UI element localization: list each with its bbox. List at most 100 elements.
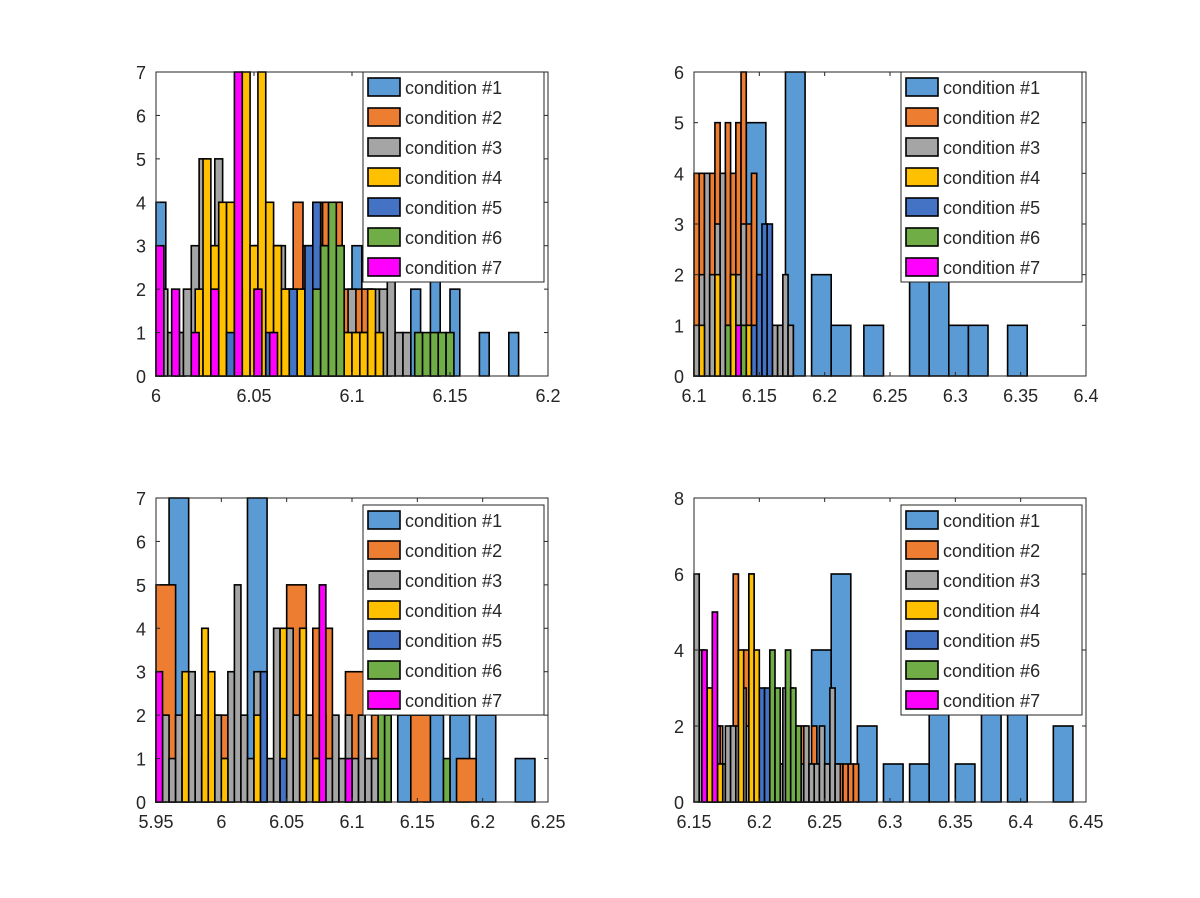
- legend-swatch-condition-4: [367, 600, 401, 620]
- x-tick-label: 6.1: [339, 386, 364, 406]
- y-tick-label: 1: [674, 316, 684, 336]
- y-tick-label: 6: [674, 63, 684, 83]
- legend-swatch-condition-4: [905, 600, 939, 620]
- bar-condition-4: [351, 331, 361, 377]
- bar-condition-6: [442, 757, 451, 803]
- x-tick-label: 6.05: [236, 386, 271, 406]
- legend-swatch-condition-3: [905, 137, 939, 157]
- legend-swatch-condition-6: [905, 660, 939, 680]
- bar-condition-1: [954, 763, 976, 803]
- bar-condition-4: [737, 649, 745, 803]
- y-tick-label: 4: [136, 193, 146, 213]
- legend-swatch-condition-1: [905, 510, 939, 530]
- bar-condition-6: [421, 331, 432, 377]
- bar-condition-3: [285, 627, 295, 803]
- bars: [155, 497, 536, 803]
- x-tick-label: 6.3: [943, 386, 968, 406]
- x-tick-label: 6.15: [742, 386, 777, 406]
- bar-condition-3: [305, 714, 314, 803]
- x-tick-label: 6.2: [747, 812, 772, 832]
- bar-condition-3: [161, 714, 170, 803]
- x-tick-label: 6.2: [812, 386, 837, 406]
- x-tick-label: 6.45: [1068, 812, 1103, 832]
- x-tick-label: 5.95: [138, 812, 173, 832]
- y-tick-label: 8: [674, 489, 684, 509]
- bar-condition-7: [233, 71, 244, 377]
- legend: condition #1 condition #2 condition #3 cond…: [900, 504, 1083, 716]
- panel-bottom-right: 6.15 6.2 6.25 6.3 6.35 6.4 6.45 0 2 4 6 8 condition …: [674, 489, 1104, 832]
- bar-condition-3: [364, 757, 373, 803]
- bar-condition-5: [304, 244, 314, 377]
- legend-label-condition-5: condition #5: [405, 631, 502, 651]
- bar-condition-5: [766, 223, 774, 377]
- bar-condition-1: [863, 324, 885, 377]
- bar-condition-6: [335, 244, 345, 377]
- bar-condition-3: [233, 584, 242, 803]
- bar-condition-6: [429, 331, 440, 377]
- bar-condition-1: [928, 273, 950, 377]
- bar-condition-4: [374, 331, 385, 377]
- bar-condition-7: [711, 611, 719, 803]
- y-tick-label: 6: [136, 532, 146, 552]
- series-condition-5: [750, 223, 774, 377]
- y-tick-label: 5: [136, 576, 146, 596]
- bar-condition-3: [227, 670, 236, 803]
- x-tick-label: 6.15: [400, 812, 435, 832]
- legend-swatch-condition-7: [905, 690, 939, 710]
- bar-condition-4: [217, 201, 228, 377]
- y-tick-label: 3: [136, 663, 146, 683]
- legend: condition #1 condition #2 condition #3 cond…: [362, 504, 545, 716]
- y-tick-label: 2: [136, 280, 146, 300]
- bar-condition-4: [207, 670, 216, 803]
- legend-label-condition-2: condition #2: [405, 108, 502, 128]
- x-tick-label: 6.2: [535, 386, 560, 406]
- legend-swatch-condition-5: [367, 197, 401, 217]
- legend-swatch-condition-6: [905, 227, 939, 247]
- bar-condition-6: [795, 725, 802, 803]
- bar-condition-4: [241, 71, 251, 377]
- bar-condition-3: [351, 757, 360, 803]
- bar-condition-6: [437, 331, 447, 377]
- y-tick-label: 5: [136, 150, 146, 170]
- legend-label-condition-1: condition #1: [943, 78, 1040, 98]
- legend-swatch-condition-2: [367, 107, 401, 127]
- legend-swatch-condition-4: [367, 167, 401, 187]
- legend-label-condition-3: condition #3: [943, 138, 1040, 158]
- y-tick-label: 1: [136, 324, 146, 344]
- y-tick-label: 7: [136, 63, 146, 83]
- x-tick-label: 6.05: [269, 812, 304, 832]
- bar-condition-3: [325, 757, 334, 803]
- legend-swatch-condition-1: [367, 77, 401, 97]
- bar-condition-3: [168, 757, 177, 803]
- bar-condition-1: [475, 714, 497, 803]
- legend-label-condition-7: condition #7: [405, 691, 502, 711]
- bar-condition-1: [967, 324, 989, 377]
- y-tick-label: 4: [674, 641, 684, 661]
- legend-label-condition-3: condition #3: [405, 571, 502, 591]
- bar-condition-6: [724, 324, 732, 377]
- bar-condition-7: [210, 288, 220, 377]
- panel-bottom-left: 5.95 6 6.05 6.1 6.15 6.2 6.25 0 1 2 3 4 5 6 7 condition…: [136, 489, 566, 832]
- bar-condition-3: [187, 670, 196, 803]
- legend-label-condition-6: condition #6: [405, 228, 502, 248]
- y-tick-label: 0: [136, 793, 146, 813]
- bar-condition-3: [174, 714, 183, 803]
- legend-label-condition-5: condition #5: [943, 631, 1040, 651]
- bar-condition-1: [856, 725, 878, 803]
- bar-condition-2: [409, 714, 432, 803]
- bar-condition-4: [359, 331, 369, 377]
- x-tick-label: 6.3: [877, 812, 902, 832]
- y-tick-label: 4: [136, 619, 146, 639]
- bar-condition-6: [413, 331, 424, 377]
- bar-condition-4: [296, 288, 306, 377]
- bar-condition-6: [445, 331, 455, 377]
- bar-condition-4: [200, 627, 210, 803]
- bar-condition-3: [272, 627, 281, 803]
- legend-swatch-condition-2: [905, 107, 939, 127]
- x-tick-label: 6.1: [339, 812, 364, 832]
- legend-swatch-condition-7: [367, 690, 401, 710]
- bars: [693, 573, 1074, 803]
- legend-swatch-condition-1: [905, 77, 939, 97]
- legend-swatch-condition-3: [367, 570, 401, 590]
